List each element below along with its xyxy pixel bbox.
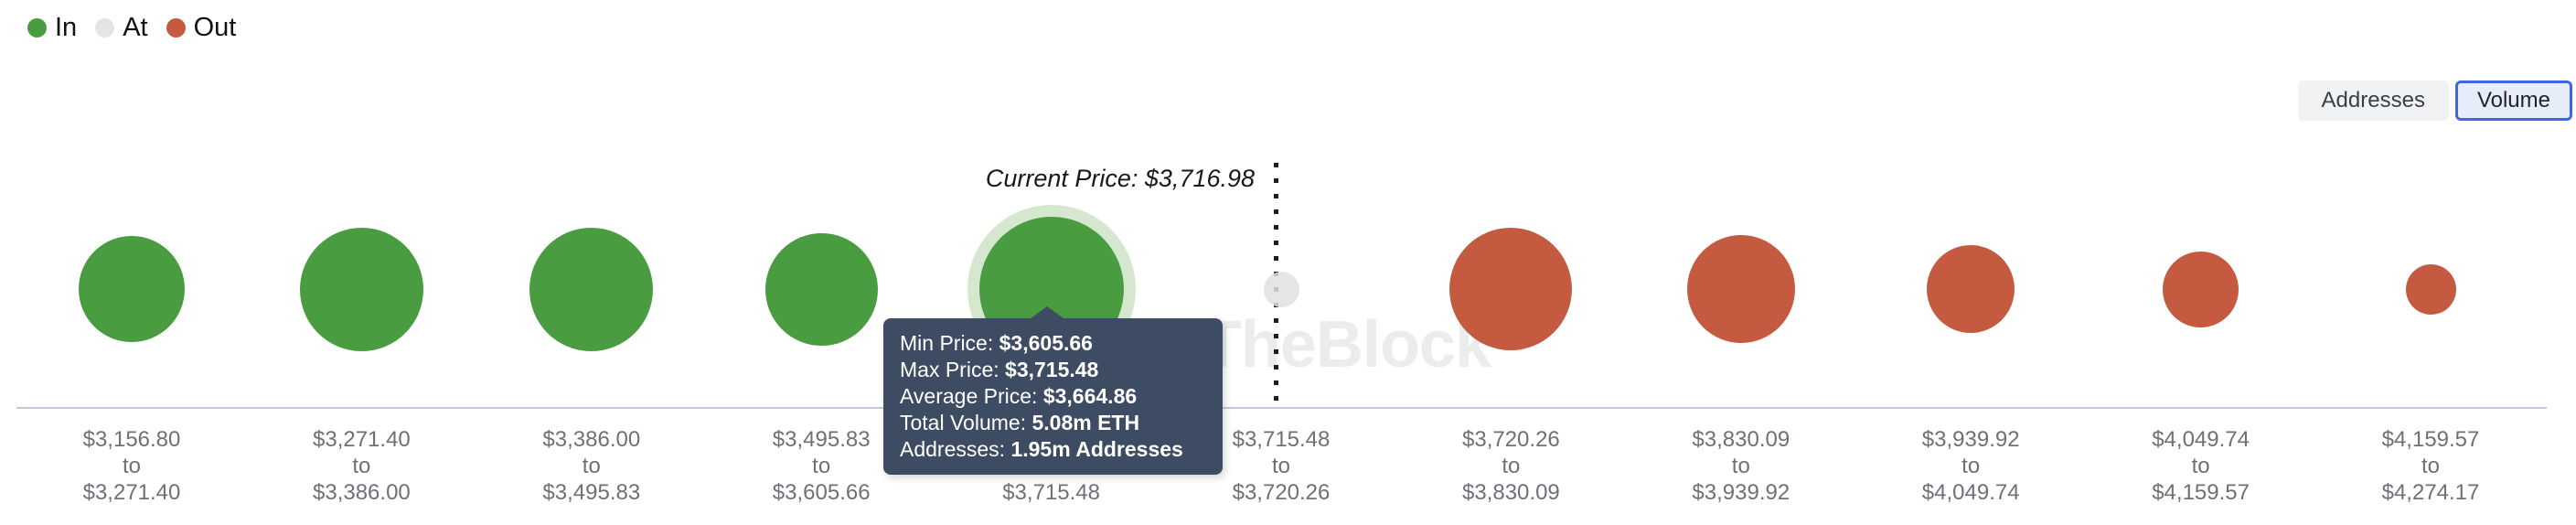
volume-bubble-at[interactable] [1263,271,1299,307]
volume-bubble-in[interactable] [529,227,654,351]
legend-item-label: At [123,13,148,42]
chart-legend: In At Out [27,13,236,43]
x-axis-label: $3,386.00 to $3,495.83 [542,427,641,505]
legend-dot-icon [166,18,186,38]
x-axis-label: $3,720.26 to $3,830.09 [1462,427,1560,505]
bubble-tooltip: Min Price: $3,605.66 Max Price: $3,715.48… [883,306,1223,475]
x-axis-label: $3,495.83 to $3,605.66 [772,427,871,505]
tooltip-row: Total Volume: 5.08m ETH [900,411,1140,434]
legend-dot-icon [27,18,47,38]
volume-bubble-out[interactable] [1449,228,1573,350]
x-axis-label: $4,049.74 to $4,159.57 [2152,427,2250,505]
x-axis-label: $3,830.09 to $3,939.92 [1692,427,1790,505]
x-axis-label: $3,271.40 to $3,386.00 [313,427,411,505]
view-toggle: Addresses Volume [2297,80,2572,121]
tooltip-arrow-icon [1031,306,1064,318]
x-axis-label: $3,939.92 to $4,049.74 [1921,427,2020,505]
legend-item-label: Out [193,13,237,42]
legend-item-in[interactable]: In [27,13,77,43]
x-axis-line [16,407,2547,409]
volume-button[interactable]: Volume [2454,80,2572,121]
current-price-label: Current Price: $3,716.98 [985,165,1255,192]
volume-bubble-in[interactable] [299,227,423,351]
volume-bubble-out[interactable] [1686,235,1795,343]
legend-item-at[interactable]: At [95,13,148,43]
legend-item-out[interactable]: Out [166,13,237,43]
volume-bubble-in[interactable] [79,236,185,342]
x-axis-label: $4,159.57 to $4,274.17 [2381,427,2480,505]
tooltip-row: Addresses: 1.95m Addresses [900,437,1183,461]
legend-item-label: In [55,13,78,42]
legend-dot-icon [95,18,115,38]
tooltip-row: Average Price: $3,664.86 [900,384,1138,408]
x-axis-label: $3,715.48 to $3,720.26 [1232,427,1331,505]
x-axis-label: $3,156.80 to $3,271.40 [82,427,181,505]
tooltip-row: Max Price: $3,715.48 [900,358,1099,381]
volume-bubble-out[interactable] [2405,263,2456,315]
addresses-button[interactable]: Addresses [2297,80,2449,121]
volume-bubble-out[interactable] [2163,251,2239,327]
volume-bubble-in[interactable] [764,232,878,346]
volume-bubble-out[interactable] [1927,245,2015,333]
tooltip-row: Min Price: $3,605.66 [900,331,1093,355]
